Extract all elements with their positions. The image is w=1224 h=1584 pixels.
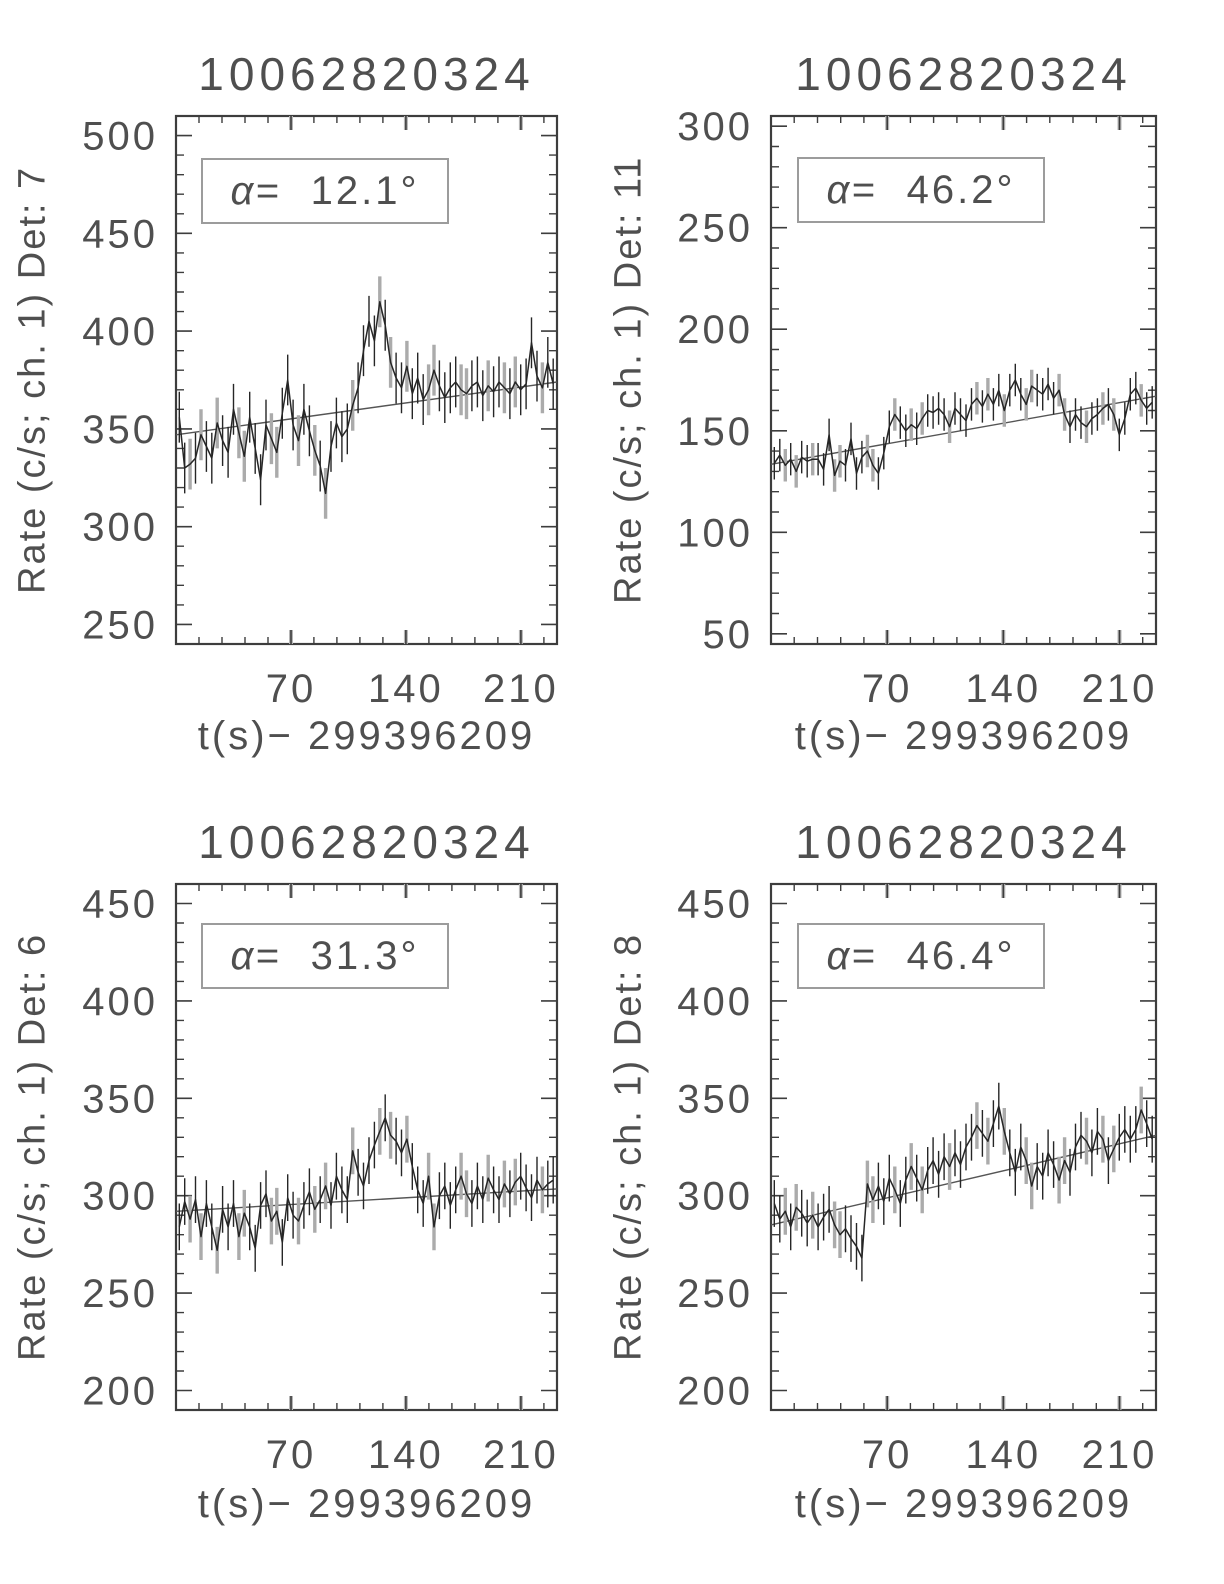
alpha-annotation-box: α= 46.2°	[797, 157, 1045, 223]
y-tick-label: 500	[82, 115, 158, 159]
y-tick-label: 300	[677, 1175, 753, 1219]
alpha-value: 12.1°	[310, 168, 420, 213]
y-tick-label: 200	[82, 1370, 158, 1414]
x-tick-label: 140	[965, 667, 1041, 711]
y-tick-label: 450	[677, 882, 753, 926]
y-tick-label: 400	[677, 980, 753, 1024]
alpha-annotation-box: α= 12.1°	[201, 158, 449, 224]
error-bars	[773, 363, 1153, 490]
y-tick-label: 250	[82, 603, 158, 647]
y-axis-label: Rate (c/s; ch. 1) Det: 6	[11, 932, 54, 1362]
x-tick-label: 70	[266, 667, 317, 711]
y-tick-label: 150	[677, 410, 753, 454]
x-tick-label: 210	[483, 1433, 559, 1477]
error-bars	[178, 1094, 554, 1272]
rate-curve	[773, 379, 1153, 477]
alpha-value: 46.2°	[906, 167, 1016, 212]
x-axis-label: t(s)− 299396209	[197, 714, 536, 758]
alpha-annotation-box: α= 46.4°	[797, 923, 1045, 989]
x-tick-label: 210	[1082, 1433, 1158, 1477]
y-tick-label: 200	[677, 1370, 753, 1414]
plot-frame	[769, 882, 1158, 1412]
panel-title: 10062820324	[198, 816, 535, 868]
x-tick-label: 70	[266, 1433, 317, 1477]
y-tick-label: 400	[82, 310, 158, 354]
rate-curve	[773, 1105, 1153, 1259]
y-tick-label: 450	[82, 212, 158, 256]
alpha-symbol: α=	[826, 933, 877, 978]
error-bars	[773, 1082, 1153, 1282]
x-tick-label: 210	[1082, 667, 1158, 711]
minor-ticks	[771, 116, 1156, 644]
y-tick-label: 100	[677, 511, 753, 555]
alpha-symbol: α=	[826, 167, 877, 212]
y-tick-label: 300	[677, 105, 753, 149]
y-tick-label: 250	[677, 1272, 753, 1316]
rate-curve	[178, 1117, 554, 1252]
y-tick-label: 300	[82, 506, 158, 550]
y-tick-label: 350	[82, 1077, 158, 1121]
plot-frame	[174, 882, 559, 1412]
x-tick-label: 140	[368, 1433, 444, 1477]
x-tick-label: 210	[483, 667, 559, 711]
x-tick-label: 140	[368, 667, 444, 711]
minor-ticks	[771, 884, 1156, 1411]
x-axis-label: t(s)− 299396209	[794, 1482, 1133, 1526]
major-ticks	[771, 884, 1156, 1410]
alpha-annotation-box: α= 31.3°	[201, 923, 449, 989]
y-tick-label: 450	[82, 882, 158, 926]
plot-frame	[174, 114, 559, 646]
x-axis-label: t(s)− 299396209	[197, 1482, 536, 1526]
x-tick-label: 70	[862, 667, 913, 711]
panel-title: 10062820324	[198, 48, 535, 100]
y-axis-label: Rate (c/s; ch. 1) Det: 11	[607, 155, 650, 605]
alpha-symbol: α=	[230, 168, 281, 213]
major-ticks	[176, 116, 557, 644]
error-bars	[178, 295, 554, 506]
y-tick-label: 350	[677, 1077, 753, 1121]
alpha-value: 46.4°	[906, 933, 1016, 978]
panel-title: 10062820324	[795, 816, 1132, 868]
y-tick-label: 400	[82, 980, 158, 1024]
y-tick-label: 50	[703, 613, 754, 657]
y-tick-label: 200	[677, 308, 753, 352]
y-tick-label: 300	[82, 1175, 158, 1219]
y-tick-label: 250	[677, 207, 753, 251]
error-bars-gray	[188, 1108, 545, 1274]
y-axis-label: Rate (c/s; ch. 1) Det: 7	[11, 165, 54, 595]
major-ticks	[771, 116, 1156, 644]
y-tick-label: 350	[82, 408, 158, 452]
x-axis-label: t(s)− 299396209	[794, 714, 1133, 758]
rate-curve	[178, 301, 554, 495]
plot-frame	[769, 114, 1158, 646]
error-bars-gray	[188, 276, 545, 519]
y-tick-label: 250	[82, 1272, 158, 1316]
y-axis-label: Rate (c/s; ch. 1) Det: 8	[607, 932, 650, 1362]
alpha-symbol: α=	[230, 933, 281, 978]
x-tick-label: 70	[862, 1433, 913, 1477]
x-tick-label: 140	[965, 1433, 1041, 1477]
alpha-value: 31.3°	[310, 933, 420, 978]
panel-title: 10062820324	[795, 48, 1132, 100]
